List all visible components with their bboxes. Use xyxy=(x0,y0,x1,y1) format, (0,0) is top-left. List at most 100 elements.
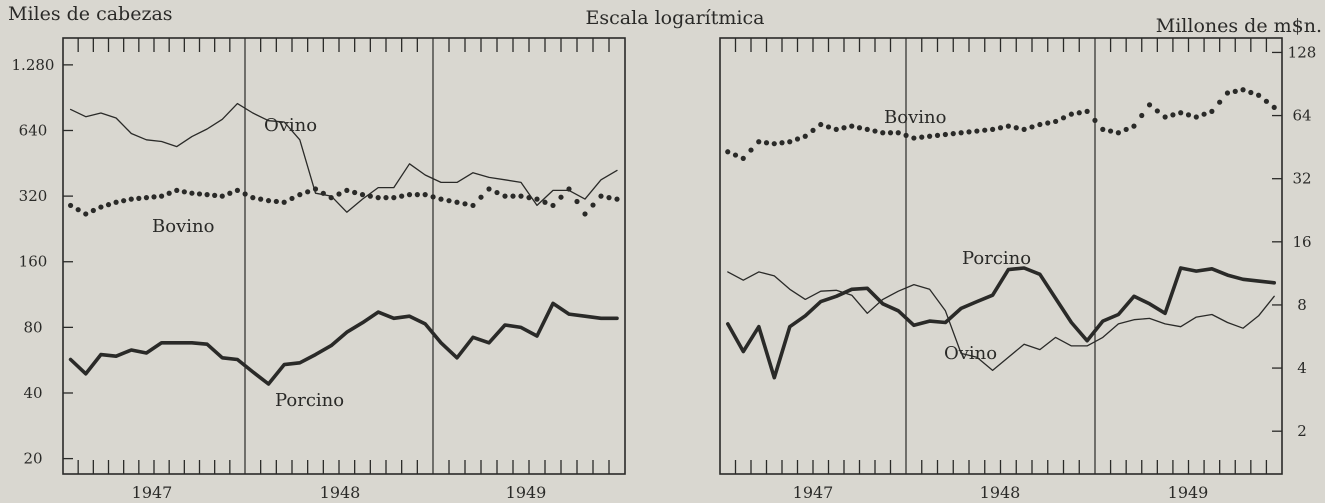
right-series-bovino-point xyxy=(903,132,909,138)
left-series-bovino-point xyxy=(399,193,405,199)
left-series-bovino-point xyxy=(414,192,420,198)
right-series-bovino-point xyxy=(740,155,746,161)
right-series-bovino-point xyxy=(1021,126,1027,132)
y-tick-label: 320 xyxy=(19,187,48,205)
right-series-bovino-point xyxy=(1154,108,1160,114)
right-unit-label: Millones de m$n. xyxy=(1156,15,1322,37)
left-series-bovino-point xyxy=(518,193,524,199)
right-series-bovino-point xyxy=(779,140,785,146)
right-series-bovino-point xyxy=(982,127,988,133)
left-series-bovino-point xyxy=(242,191,248,197)
left-label-bovino: Bovino xyxy=(152,216,214,237)
right-series-bovino-point xyxy=(756,139,762,145)
right-year-label-1948: 1948 xyxy=(980,483,1021,502)
right-series-bovino-point xyxy=(1139,112,1145,119)
right-series-bovino-point xyxy=(810,127,816,133)
right-series-bovino-point xyxy=(1217,99,1223,105)
right-label-ovino: Ovino xyxy=(944,343,997,364)
left-series-bovino-point xyxy=(212,192,218,198)
right-month-ticks xyxy=(734,38,1268,474)
right-label-porcino: Porcino xyxy=(962,248,1031,269)
y-tick-label: 20 xyxy=(23,450,42,468)
left-series-bovino-point xyxy=(227,190,233,196)
left-label-porcino: Porcino xyxy=(275,390,344,411)
right-series-bovino-point xyxy=(1100,126,1106,132)
right-series-ovino-line xyxy=(727,271,1275,372)
right-series-bovino-point xyxy=(1209,108,1215,114)
right-series-bovino-point xyxy=(1248,89,1254,96)
y-tick-label: 16 xyxy=(1292,233,1311,251)
right-series-bovino-point xyxy=(856,125,863,131)
left-series-bovino-point xyxy=(598,193,604,199)
right-series-bovino-point xyxy=(818,121,824,128)
left-series-bovino-point xyxy=(305,189,311,195)
left-series-bovino-point xyxy=(352,189,358,196)
left-series-bovino-point xyxy=(83,211,89,217)
y-tick-label: 64 xyxy=(1292,107,1311,125)
left-series-bovino-point xyxy=(121,198,127,204)
left-series-bovino-point xyxy=(558,194,564,200)
y-tick-label: 4 xyxy=(1297,359,1307,377)
left-series-bovino-point xyxy=(478,194,484,200)
left-series-bovino-point xyxy=(204,192,210,198)
right-series-bovino-point xyxy=(833,126,839,132)
right-series-bovino-point xyxy=(771,141,777,147)
right-label-bovino: Bovino xyxy=(884,107,946,128)
right-series-bovino-point xyxy=(763,140,770,146)
left-series-bovino-point xyxy=(446,198,452,204)
right-series-bovino-point xyxy=(1271,104,1277,111)
right-series-bovino-point xyxy=(958,130,964,136)
right-series-bovino-point xyxy=(1178,110,1184,116)
left-series-bovino-point xyxy=(258,196,264,202)
left-series-bovino-point xyxy=(470,202,476,209)
right-series-bovino-point xyxy=(950,131,956,137)
left-series-bovino-point xyxy=(219,193,225,199)
right-series-bovino-point xyxy=(911,135,917,141)
left-unit-label: Miles de cabezas xyxy=(8,3,173,25)
y-tick-label: 32 xyxy=(1292,170,1311,188)
right-series-bovino-point xyxy=(942,131,948,138)
left-series-bovino-point xyxy=(542,199,548,205)
left-y-axis: 20 40 80 160 320 640 1.280 xyxy=(12,56,73,468)
left-series-bovino-point xyxy=(265,198,272,204)
left-series-bovino-point xyxy=(312,186,319,192)
left-series-bovino-point xyxy=(614,196,620,202)
right-series-bovino-point xyxy=(1185,112,1192,118)
left-series-bovino-point xyxy=(550,202,556,209)
y-tick-label: 1.280 xyxy=(12,56,55,74)
left-series-group xyxy=(67,102,620,386)
left-series-bovino-point xyxy=(430,194,436,200)
right-series-bovino-point xyxy=(1263,98,1270,104)
right-series-bovino-point xyxy=(966,129,972,135)
right-series-bovino-point xyxy=(1084,108,1090,114)
left-series-bovino-point xyxy=(289,195,295,202)
right-series-bovino-point xyxy=(1060,115,1067,121)
left-series-bovino-point xyxy=(454,199,460,205)
right-series-bovino-point xyxy=(841,125,847,131)
left-series-bovino-point xyxy=(181,189,187,195)
right-series-bovino-point xyxy=(1256,92,1262,98)
left-series-bovino-point xyxy=(151,194,157,200)
left-series-bovino-point xyxy=(462,201,468,207)
right-series-bovino-point xyxy=(802,133,808,139)
right-year-label-1947: 1947 xyxy=(793,483,834,502)
right-series-porcino-line xyxy=(726,266,1276,380)
right-series-bovino-point xyxy=(1123,126,1129,133)
left-series-bovino-point xyxy=(90,207,96,214)
left-series-ovino-line xyxy=(69,102,618,213)
left-series-porcino-line xyxy=(68,301,619,386)
y-tick-label: 80 xyxy=(23,318,42,336)
left-series-bovino-point xyxy=(367,193,373,199)
scale-note: Escala logarítmica xyxy=(586,7,765,29)
left-label-ovino: Ovino xyxy=(264,115,317,136)
right-series-bovino-point xyxy=(1005,123,1011,129)
left-series-bovino-point xyxy=(494,189,500,196)
y-tick-label: 128 xyxy=(1288,43,1317,61)
left-series-bovino-point xyxy=(344,187,350,193)
left-series-bovino-point xyxy=(297,192,303,198)
right-y-axis: 2 4 8 16 32 64 128 xyxy=(1272,43,1316,440)
left-series-bovino-point xyxy=(113,199,119,205)
y-tick-label: 8 xyxy=(1297,296,1307,314)
